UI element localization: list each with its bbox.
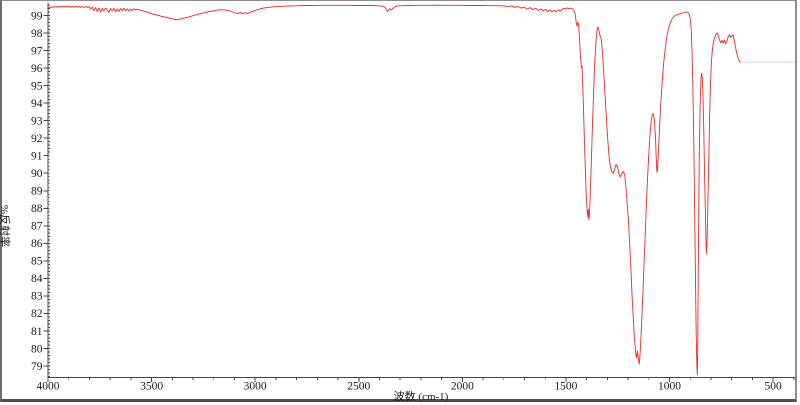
x-tick-label: 3500	[140, 381, 163, 393]
y-tick-label: 97	[31, 45, 43, 57]
y-tick-label: 79	[31, 361, 43, 373]
y-tick-label: 87	[31, 221, 43, 233]
x-tick-label: 500	[764, 381, 782, 393]
axes	[43, 3, 795, 382]
x-tick-label: 2000	[451, 381, 474, 393]
x-tick-label: 3000	[244, 381, 267, 393]
x-axis-title: 波数 (cm-1)	[393, 391, 449, 403]
y-tick-label: 99	[31, 10, 43, 22]
y-tick-label: 84	[31, 273, 43, 285]
x-tick-label: 4000	[37, 381, 60, 393]
y-tick-label: 89	[31, 186, 43, 198]
y-tick-label: 95	[31, 80, 43, 92]
y-tick-label: 93	[31, 115, 43, 127]
spectrum-trace	[47, 4, 741, 376]
y-tick-label: 88	[31, 203, 43, 215]
y-tick-label: 80	[31, 343, 43, 355]
y-tick-label: 90	[31, 168, 43, 180]
x-tick-label: 1000	[658, 381, 681, 393]
spectrum-chart[interactable]: 99 98 97 96 95 94 93 92 91 90 89 88 87 86 85 84 83 82 81 80…	[2, 1, 795, 399]
y-tick-label: 94	[31, 98, 43, 110]
y-tick-label: 85	[31, 256, 43, 268]
y-tick-label: 83	[31, 291, 43, 303]
y-tick-label: 96	[31, 63, 43, 75]
y-tick-label: 92	[31, 133, 43, 145]
y-axis-title: %反射率	[0, 204, 10, 248]
y-tick-label: 91	[31, 151, 43, 163]
x-tick-label: 1500	[554, 381, 577, 393]
x-tick-label: 2500	[347, 381, 370, 393]
y-tick-label: 82	[31, 308, 43, 320]
y-tick-label: 81	[31, 326, 43, 338]
y-tick-label: 86	[31, 238, 43, 250]
y-tick-label: 98	[31, 28, 43, 40]
